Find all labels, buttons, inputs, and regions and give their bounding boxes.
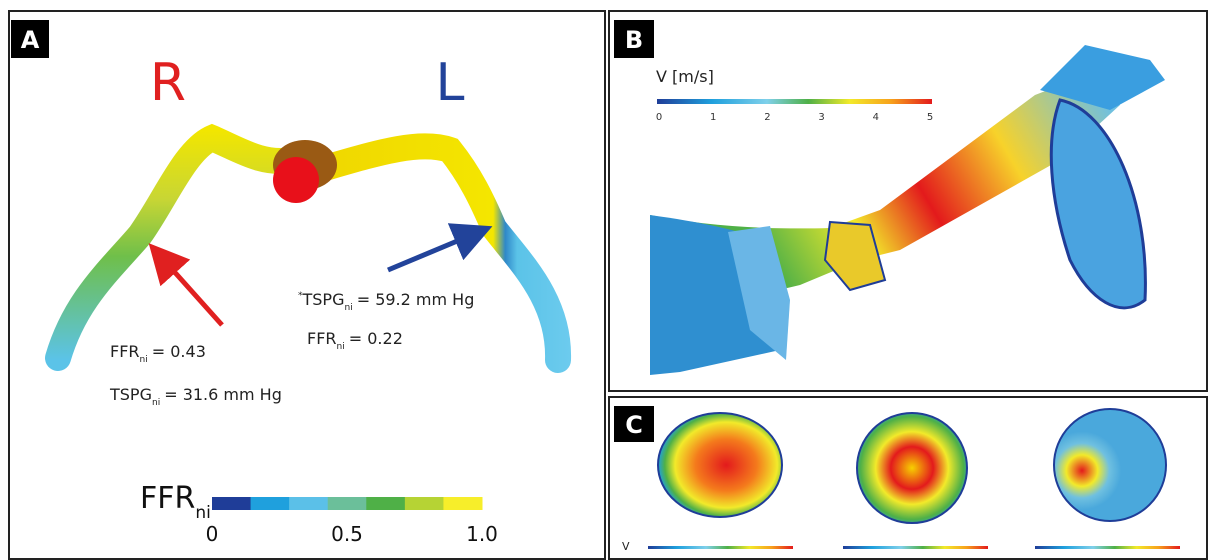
colorbar-segment (212, 497, 251, 510)
colorbar-tick-label: 0.5 (331, 522, 363, 546)
side-label: L (436, 53, 465, 113)
annotation-sub: ni (152, 398, 160, 408)
colorbar-segment (328, 497, 367, 510)
panel-label: B (625, 26, 643, 54)
colorbar-tick-label: 1 (710, 112, 716, 123)
side-label: R (150, 53, 186, 113)
annotation-sub: ni (344, 303, 352, 313)
colorbar-segment (366, 497, 405, 510)
colorbar (648, 546, 793, 549)
vessel-junction (273, 157, 319, 203)
colorbar-tick-label: 5 (927, 112, 933, 123)
annotation-name: TSPG (302, 290, 345, 309)
annotation-name: TSPG (109, 385, 152, 404)
annotation-text: = 0.43 (152, 342, 206, 361)
colorbar-tick-label: 3 (818, 112, 824, 123)
annotation-text: = 0.22 (349, 329, 403, 348)
colorbar-title-sub: ni (195, 503, 211, 523)
cross-section (857, 413, 967, 523)
colorbar-tick-label: 1.0 (466, 522, 498, 546)
colorbar-segment (289, 497, 328, 510)
colorbar-tick-label: 0 (656, 112, 662, 123)
colorbar-tick-label: 4 (873, 112, 879, 123)
annotation-sub: ni (140, 355, 148, 365)
cross-section (658, 413, 782, 517)
colorbar-segment (443, 497, 482, 510)
panel-a: A R L FFRni= 0.43 TSPGni= 31.6 mm Hg *TS… (9, 11, 605, 559)
colorbar (1035, 546, 1180, 549)
annotation-name: FFR (110, 342, 140, 361)
colorbar (657, 99, 932, 104)
colorbar-title-main: FFR (140, 481, 195, 516)
panel-b: B V [m/s] 0 1 2 3 4 5 (609, 11, 1207, 391)
colorbar-tick-label: 2 (764, 112, 770, 123)
colorbar-segment (251, 497, 290, 510)
figure: A R L FFRni= 0.43 TSPGni= 31.6 mm Hg *TS… (0, 0, 1208, 560)
annotation-text: = 59.2 mm Hg (357, 290, 475, 309)
colorbar-segment (405, 497, 444, 510)
colorbar-tick-label: 0 (206, 522, 219, 546)
panel-label: A (21, 26, 40, 54)
panel-c: C V (609, 397, 1207, 559)
colorbar (843, 546, 988, 549)
annotation-name: FFR (307, 329, 337, 348)
annotation-sub: ni (337, 342, 345, 352)
annotation-text: = 31.6 mm Hg (164, 385, 282, 404)
cross-section (1054, 409, 1166, 521)
colorbar-title: V [m/s] (656, 67, 714, 86)
axis-label: V (622, 540, 630, 553)
panel-label: C (625, 411, 643, 439)
